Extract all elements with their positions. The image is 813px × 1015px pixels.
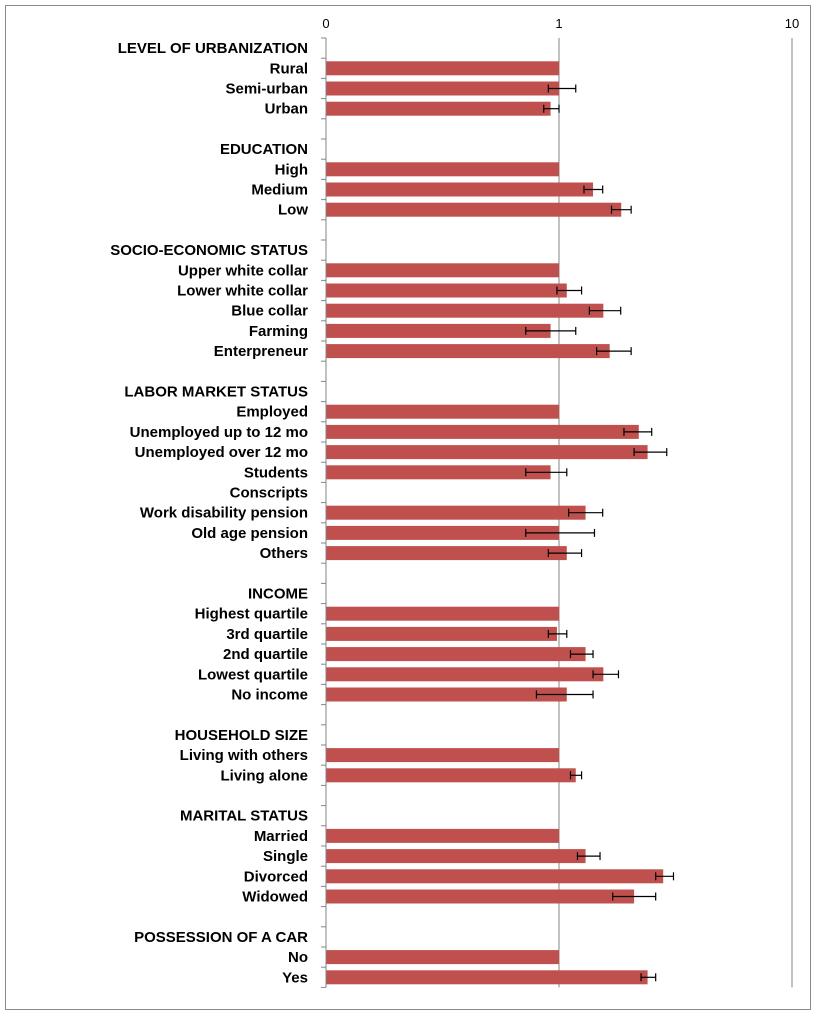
bar <box>326 283 567 298</box>
bar <box>326 445 648 460</box>
category-label: Employed <box>236 404 308 421</box>
bar <box>326 465 551 480</box>
category-label: Widowed <box>242 889 308 906</box>
bar <box>326 869 664 884</box>
bar <box>326 404 559 419</box>
bar <box>326 626 557 641</box>
group-header-label: MARITAL STATUS <box>180 808 308 825</box>
group-header-label: HOUSEHOLD SIZE <box>175 727 308 744</box>
category-label: 3rd quartile <box>226 626 308 643</box>
group-header-label: INCOME <box>248 586 308 603</box>
category-label: No <box>288 949 308 966</box>
category-label: Urban <box>265 101 308 118</box>
bar <box>326 849 586 864</box>
bar <box>326 202 622 217</box>
category-label: Living alone <box>220 767 308 784</box>
chart-frame: 0 1 10 LEVEL OF URBANIZATION Rural Semi-urban… <box>5 5 811 1010</box>
bar <box>326 81 559 96</box>
bar <box>326 303 604 318</box>
category-label: Conscripts <box>230 485 308 502</box>
bar <box>326 162 559 177</box>
category-label: Upper white collar <box>178 262 308 279</box>
category-label: Others <box>260 545 308 562</box>
bar <box>326 424 639 439</box>
group-header-label: SOCIO-ECONOMIC STATUS <box>110 242 308 259</box>
group-header-label: LEVEL OF URBANIZATION <box>118 40 308 57</box>
bar <box>326 687 567 702</box>
bar <box>326 505 586 520</box>
bar <box>326 768 576 783</box>
category-label: No income <box>231 687 308 704</box>
category-label: 2nd quartile <box>223 646 308 663</box>
x-tick-label: 1 <box>555 16 562 31</box>
category-label: Students <box>244 464 308 481</box>
bar <box>326 606 559 621</box>
category-label: High <box>275 161 308 178</box>
bar <box>326 263 559 278</box>
category-label: Unemployed up to 12 mo <box>130 424 308 441</box>
bar <box>326 950 559 965</box>
bar <box>326 525 559 540</box>
bar <box>326 182 594 197</box>
category-label: Living with others <box>180 747 308 764</box>
x-tick-label: 0 <box>322 16 329 31</box>
category-label: Single <box>263 848 308 865</box>
category-label: Yes <box>282 969 308 986</box>
forest-bar-chart: 0 1 10 LEVEL OF URBANIZATION Rural Semi-urban… <box>110 16 799 988</box>
bar <box>326 344 610 359</box>
bar <box>326 970 648 985</box>
group-header-label: POSSESSION OF A CAR <box>134 929 308 946</box>
bar <box>326 828 559 843</box>
bar <box>326 667 604 682</box>
category-label: Rural <box>270 60 308 77</box>
category-label: Enterpreneur <box>214 343 308 360</box>
category-label: Unemployed over 12 mo <box>135 444 308 461</box>
group-header-label: LABOR MARKET STATUS <box>124 384 308 401</box>
category-label: Divorced <box>244 868 308 885</box>
group-header-label: EDUCATION <box>220 141 308 158</box>
bar <box>326 748 559 763</box>
bar <box>326 889 635 904</box>
category-label: Blue collar <box>231 303 308 320</box>
category-label: Low <box>278 202 308 219</box>
category-label: Work disability pension <box>140 505 308 522</box>
category-label: Highest quartile <box>195 606 308 623</box>
bar <box>326 546 567 561</box>
bar <box>326 101 551 116</box>
category-label: Farming <box>249 323 308 340</box>
bar <box>326 61 559 76</box>
category-label: Married <box>254 828 308 845</box>
bar <box>326 323 551 338</box>
category-label: Medium <box>251 182 308 199</box>
category-label: Semi-urban <box>225 81 308 98</box>
bar <box>326 647 586 662</box>
x-tick-label: 10 <box>785 16 799 31</box>
category-label: Lower white collar <box>177 283 308 300</box>
category-label: Old age pension <box>191 525 308 542</box>
category-label: Lowest quartile <box>198 666 308 683</box>
